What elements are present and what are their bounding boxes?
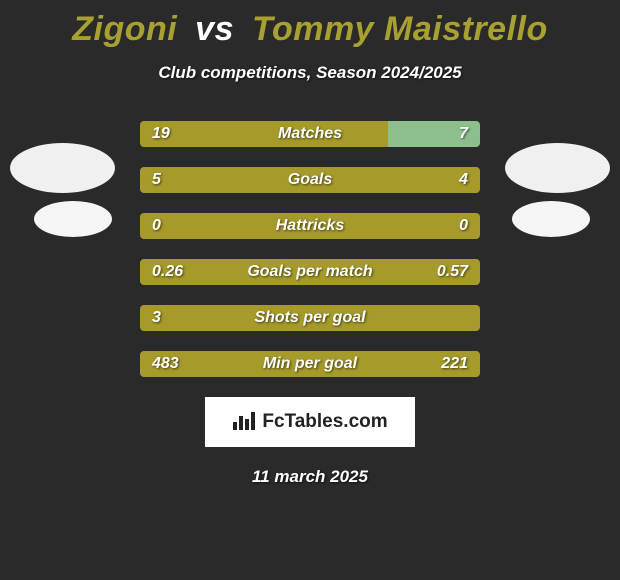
source-logo: FcTables.com [205, 397, 415, 447]
stat-row: Hattricks00 [140, 213, 480, 239]
player-left-avatar [10, 143, 115, 193]
stat-row: Goals54 [140, 167, 480, 193]
chart-icon [232, 410, 256, 435]
team-left-badge [34, 201, 112, 237]
logo-text: FcTables.com [262, 411, 387, 433]
stat-rows: Matches197 Goals54 Hattricks00 Goals per ma… [140, 121, 480, 377]
stat-bar-left [140, 121, 388, 147]
team-right-badge [512, 201, 590, 237]
player-right-name: Tommy Maistrello [252, 10, 548, 48]
stat-bar-right [388, 121, 480, 147]
stat-row: Matches197 [140, 121, 480, 147]
player-right-avatar [505, 143, 610, 193]
stat-bar-left [140, 305, 480, 331]
stat-row: Shots per goal3 [140, 305, 480, 331]
stat-row: Goals per match0.260.57 [140, 259, 480, 285]
title-vs: vs [195, 10, 234, 48]
stat-row: Min per goal483221 [140, 351, 480, 377]
player-left-name: Zigoni [72, 10, 177, 48]
comparison-title: Zigoni vs Tommy Maistrello [0, 0, 620, 49]
content-area: Matches197 Goals54 Hattricks00 Goals per ma… [0, 121, 620, 487]
date-line: 11 march 2025 [0, 467, 620, 487]
stat-bar-left [140, 167, 480, 193]
stat-bar-left [140, 213, 480, 239]
stat-bar-left [140, 259, 480, 285]
stat-bar-left [140, 351, 480, 377]
subtitle: Club competitions, Season 2024/2025 [0, 63, 620, 83]
